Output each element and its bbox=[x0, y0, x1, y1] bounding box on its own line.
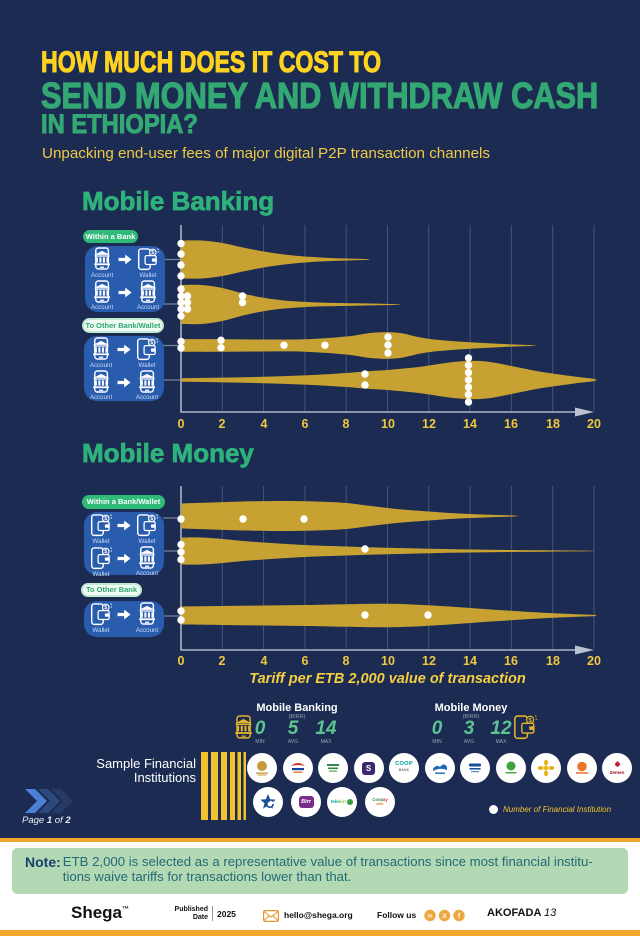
svg-text:X: X bbox=[442, 913, 447, 920]
svg-text:$: $ bbox=[104, 516, 107, 522]
svg-text:$: $ bbox=[150, 340, 153, 346]
svg-text:f: f bbox=[458, 913, 461, 920]
svg-text:in: in bbox=[428, 913, 434, 919]
svg-text:$: $ bbox=[150, 516, 153, 522]
svg-text:$: $ bbox=[151, 250, 154, 256]
svg-text:$: $ bbox=[104, 549, 107, 555]
svg-text:$: $ bbox=[104, 605, 107, 611]
svg-text:$: $ bbox=[529, 718, 533, 724]
